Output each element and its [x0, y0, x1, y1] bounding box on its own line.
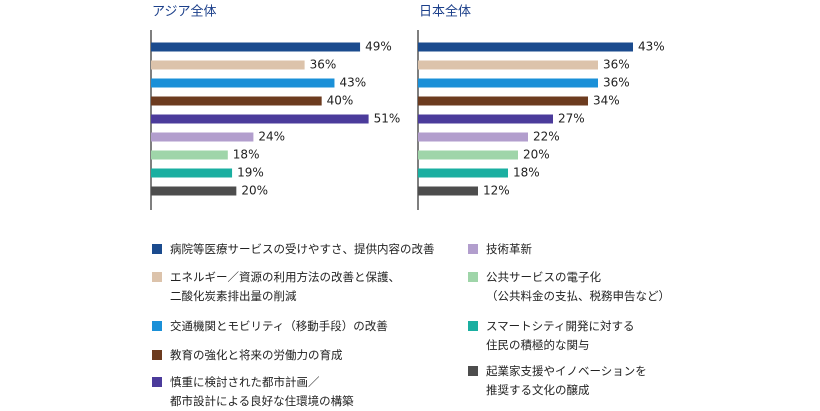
- bar: [151, 96, 322, 106]
- value-label: 36%: [603, 76, 630, 90]
- value-label: 49%: [365, 40, 392, 54]
- bar: [151, 168, 233, 178]
- value-label: 36%: [310, 58, 337, 72]
- value-label: 20%: [241, 184, 268, 198]
- bar: [151, 78, 335, 88]
- bar: [151, 186, 237, 196]
- legend-label: 交通機関とモビリティ（移動手段）の改善: [170, 319, 388, 333]
- bar: [418, 186, 478, 196]
- legend-label: 技術革新: [486, 242, 532, 256]
- value-label: 27%: [558, 112, 585, 126]
- legend-item: 起業家支援やイノベーションを 推奨する文化の醸成: [468, 362, 647, 400]
- bar: [418, 150, 518, 160]
- bar: [418, 114, 553, 124]
- legend-swatch: [468, 321, 478, 331]
- legend-item: 公共サービスの電子化 （公共料金の支払、税務申告など）: [468, 268, 670, 306]
- chart: アジア全体49%36%43%40%51%24%18%19%20%日本全体43%3…: [150, 4, 665, 210]
- value-label: 51%: [374, 112, 401, 126]
- legend-label: 慎重に検討された都市計画／ 都市設計による良好な住環境の構築: [170, 375, 354, 408]
- legend-item: 交通機関とモビリティ（移動手段）の改善: [152, 317, 388, 336]
- legend-swatch: [152, 321, 162, 331]
- value-label: 43%: [638, 40, 665, 54]
- value-label: 18%: [513, 166, 540, 180]
- legend-item: 慎重に検討された都市計画／ 都市設計による良好な住環境の構築: [152, 373, 354, 411]
- value-label: 22%: [533, 130, 560, 144]
- bar: [418, 168, 508, 178]
- value-label: 34%: [593, 94, 620, 108]
- legend-item: エネルギー／資源の利用方法の改善と保護、 二酸化炭素排出量の削減: [152, 268, 400, 306]
- bar: [418, 42, 633, 52]
- legend-swatch: [152, 350, 162, 360]
- legend-swatch: [152, 272, 162, 282]
- value-label: 43%: [339, 76, 366, 90]
- legend-swatch: [152, 244, 162, 254]
- bar: [418, 78, 598, 88]
- value-label: 40%: [327, 94, 354, 108]
- legend-item: 技術革新: [468, 240, 532, 259]
- panel-title: 日本全体: [419, 4, 471, 20]
- legend-item: スマートシティ開発に対する 住民の積極的な関与: [468, 317, 634, 355]
- legend-swatch: [152, 377, 162, 387]
- value-label: 12%: [483, 184, 510, 198]
- bar: [151, 150, 228, 160]
- legend-label: 教育の強化と将来の労働力の育成: [170, 348, 343, 362]
- legend-label: エネルギー／資源の利用方法の改善と保護、 二酸化炭素排出量の削減: [170, 270, 400, 303]
- bar: [418, 60, 598, 70]
- legend-swatch: [468, 244, 478, 254]
- legend-swatch: [468, 366, 478, 376]
- bar: [151, 114, 369, 124]
- legend-label: スマートシティ開発に対する 住民の積極的な関与: [486, 319, 635, 352]
- value-label: 19%: [237, 166, 264, 180]
- bar: [151, 60, 305, 70]
- bar: [418, 96, 588, 106]
- value-label: 20%: [523, 148, 550, 162]
- legend-swatch: [468, 272, 478, 282]
- bar: [151, 132, 254, 142]
- legend-item: 病院等医療サービスの受けやすさ、提供内容の改善: [152, 240, 435, 259]
- bar: [418, 132, 528, 142]
- value-label: 24%: [258, 130, 285, 144]
- legend-label: 病院等医療サービスの受けやすさ、提供内容の改善: [170, 242, 435, 256]
- panel-title: アジア全体: [152, 4, 216, 20]
- legend-label: 起業家支援やイノベーションを 推奨する文化の醸成: [486, 364, 647, 397]
- bar: [151, 42, 361, 52]
- value-label: 18%: [233, 148, 260, 162]
- legend-label: 公共サービスの電子化 （公共料金の支払、税務申告など）: [486, 270, 670, 303]
- legend-item: 教育の強化と将来の労働力の育成: [152, 346, 343, 365]
- value-label: 36%: [603, 58, 630, 72]
